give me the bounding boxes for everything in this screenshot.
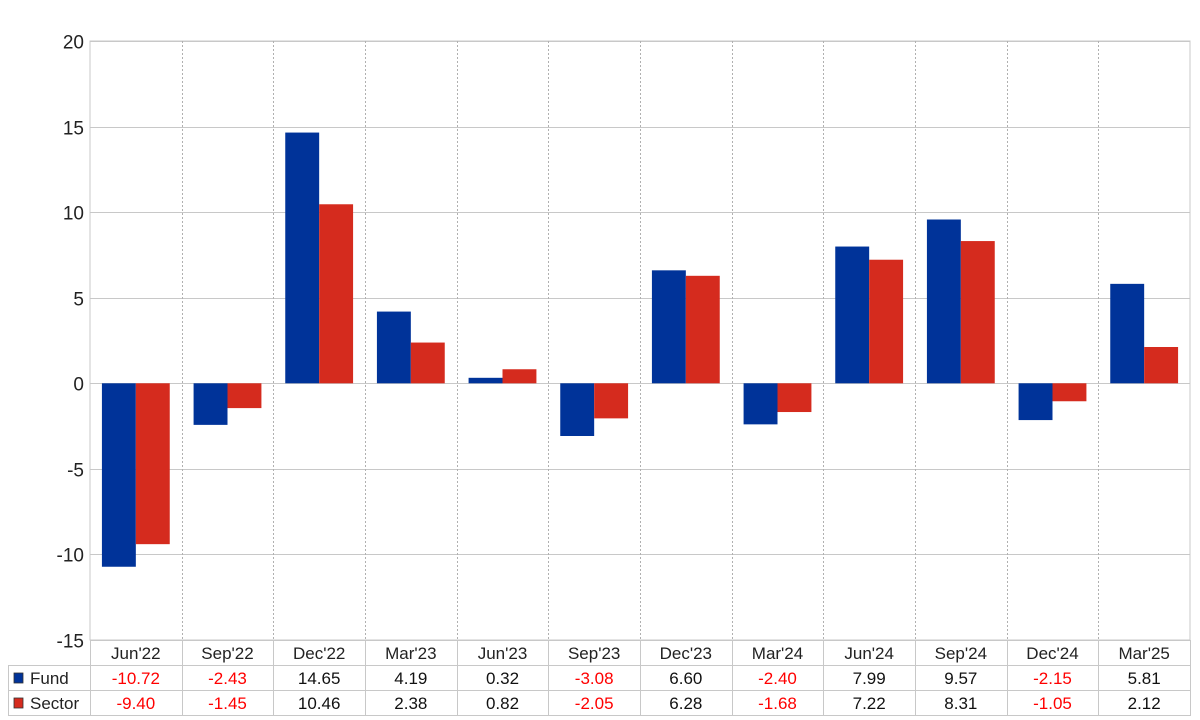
x-tick-label: Sep'23 (568, 644, 620, 663)
x-tick-label: Sep'24 (935, 644, 987, 663)
y-tick-label: -5 (67, 461, 84, 482)
data-label: 4.19 (394, 669, 427, 688)
legend-label: Fund (30, 669, 69, 688)
bar-fund (193, 383, 228, 425)
bar-fund (560, 383, 595, 436)
bar-sector (227, 383, 262, 409)
data-label: -10.72 (112, 669, 160, 688)
data-table: Jun'22 Sep'22 Dec'22 Mar'23 Jun'23 Sep'23 Dec'… (8, 640, 1191, 716)
data-label: 2.12 (1128, 694, 1161, 713)
data-label: 5.81 (1128, 669, 1161, 688)
x-tick-label: Jun'23 (478, 644, 528, 663)
data-label: 10.46 (298, 694, 341, 713)
bar-fund (1018, 383, 1053, 421)
data-label: -1.45 (208, 694, 247, 713)
x-tick-label: Jun'22 (111, 644, 161, 663)
data-label: -2.43 (208, 669, 247, 688)
bar-fund (835, 246, 870, 384)
grid (89, 40, 1191, 641)
bar-sector (594, 383, 629, 419)
bar-fund (1110, 283, 1145, 384)
data-label: 14.65 (298, 669, 341, 688)
data-label: 0.82 (486, 694, 519, 713)
x-tick-label: Dec'23 (660, 644, 712, 663)
data-label: 7.22 (853, 694, 886, 713)
y-tick-label: 10 (63, 204, 84, 225)
data-label: -2.05 (575, 694, 614, 713)
bar-fund (743, 383, 778, 425)
y-tick-label: -15 (57, 632, 84, 653)
bar-fund (376, 311, 411, 384)
data-label: 2.38 (394, 694, 427, 713)
bar-sector (502, 369, 537, 384)
bar-fund (651, 270, 686, 384)
data-label: 9.57 (944, 669, 977, 688)
bar-sector (685, 275, 720, 384)
bar-sector (1144, 347, 1179, 384)
x-tick-label: Mar'25 (1118, 644, 1169, 663)
data-label: -2.40 (758, 669, 797, 688)
bar-sector (869, 259, 904, 384)
y-axis: 20 15 10 5 0 -5 -10 -15 (57, 33, 84, 653)
legend-swatch-fund (13, 672, 24, 684)
legend-swatch-sector (13, 697, 24, 709)
data-label: 6.60 (669, 669, 702, 688)
y-tick-label: 0 (73, 375, 84, 396)
bar-fund (285, 132, 320, 384)
bar-fund (926, 219, 961, 384)
data-label: -2.15 (1033, 669, 1072, 688)
x-tick-label: Dec'22 (293, 644, 345, 663)
x-tick-label: Jun'24 (844, 644, 894, 663)
bar-sector (319, 204, 354, 384)
x-tick-label: Dec'24 (1026, 644, 1078, 663)
x-tick-label: Mar'24 (752, 644, 803, 663)
y-tick-label: -10 (57, 546, 84, 567)
data-label: 8.31 (944, 694, 977, 713)
data-label: 0.32 (486, 669, 519, 688)
x-tick-label: Mar'23 (385, 644, 436, 663)
bar-fund (468, 377, 503, 384)
legend-label: Sector (30, 694, 79, 713)
data-label: -1.68 (758, 694, 797, 713)
bar-sector (410, 342, 445, 384)
data-label: 6.28 (669, 694, 702, 713)
bar-sector (777, 383, 812, 413)
y-tick-label: 20 (63, 33, 84, 54)
data-label: -3.08 (575, 669, 614, 688)
x-tick-label: Sep'22 (201, 644, 253, 663)
bars (101, 132, 1179, 567)
data-label: -9.40 (116, 694, 155, 713)
bar-fund (101, 383, 136, 567)
bar-sector (135, 383, 170, 545)
bar-sector (960, 241, 995, 384)
data-label: 7.99 (853, 669, 886, 688)
y-tick-label: 5 (73, 290, 84, 311)
y-tick-label: 15 (63, 119, 84, 140)
data-label: -1.05 (1033, 694, 1072, 713)
bar-sector (1052, 383, 1087, 402)
